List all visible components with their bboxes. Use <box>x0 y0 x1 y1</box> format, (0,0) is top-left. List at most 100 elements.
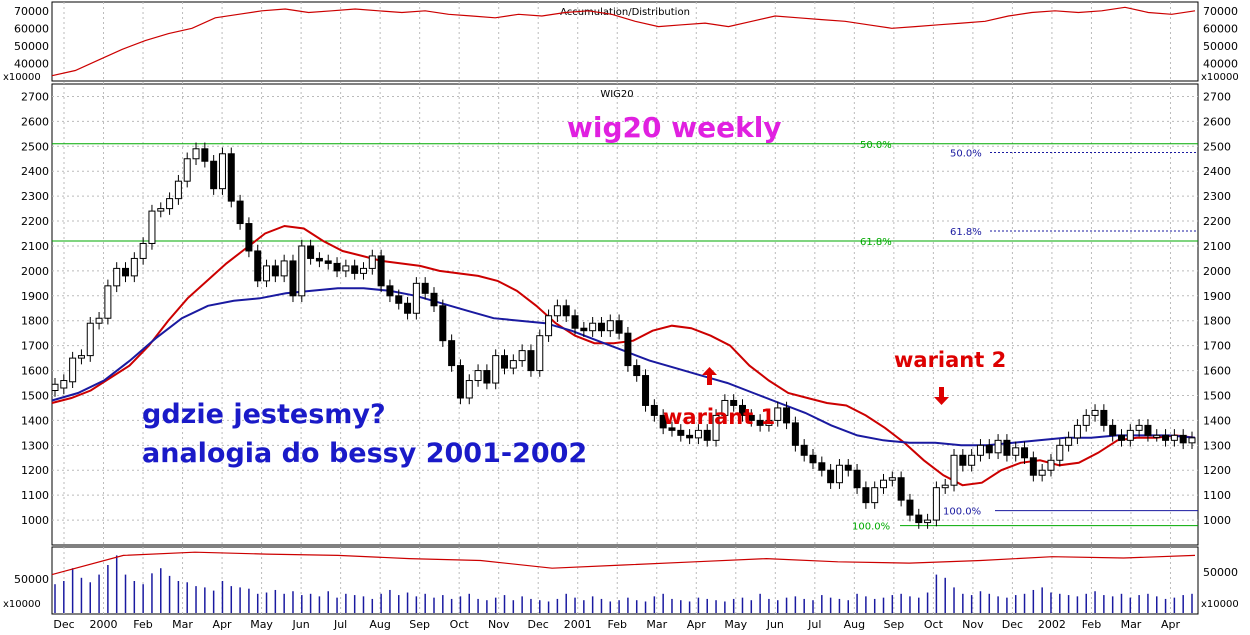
month-label: Jul <box>333 618 347 631</box>
month-label: 2001 <box>564 618 592 631</box>
month-label: 2000 <box>90 618 118 631</box>
candle-body <box>518 350 526 362</box>
variant-1-label: wariant 1 <box>663 405 775 429</box>
month-label: Aug <box>369 618 390 631</box>
candle-body <box>791 422 799 446</box>
candle-body <box>659 414 667 429</box>
candlesticks <box>51 142 1196 529</box>
month-label: Dec <box>1002 618 1023 631</box>
candle-body <box>174 180 182 200</box>
candle-body <box>844 464 852 471</box>
candle-body <box>139 242 147 259</box>
candle-body <box>915 514 923 524</box>
candle-body <box>342 265 350 272</box>
price-tick-left: 2200 <box>21 215 49 228</box>
volume-multiplier-right: x10000 <box>1201 599 1239 610</box>
accumulation-line <box>51 6 1196 77</box>
candle-body <box>113 267 121 287</box>
price-tick-right: 1800 <box>1203 315 1231 328</box>
month-label: Oct <box>450 618 470 631</box>
price-tick-right: 1100 <box>1203 489 1231 502</box>
candle-body <box>976 444 984 456</box>
candle-body <box>69 357 77 383</box>
month-label: May <box>724 618 747 631</box>
month-label: Oct <box>924 618 944 631</box>
candle-body <box>694 429 702 439</box>
candle-body <box>783 407 791 424</box>
volume-panel-frame <box>51 546 1199 615</box>
candle-body <box>747 414 755 421</box>
price-tick-left: 1800 <box>21 315 49 328</box>
candle-body <box>77 355 85 359</box>
price-tick-left: 1000 <box>21 514 49 527</box>
candle-body <box>1126 429 1134 441</box>
accumulation-multiplier-left: x10000 <box>3 72 41 83</box>
accumulation-tick-left: 40000 <box>14 57 49 70</box>
time-axis: Dec 2000 Feb Mar Apr May Jun Jul Aug Sep Oct Nov Dec… <box>53 618 1180 631</box>
level-label: 50.0% <box>950 149 982 160</box>
accumulation-tick-right: 60000 <box>1203 22 1238 35</box>
candle-body <box>862 487 870 504</box>
candle-body <box>501 355 509 369</box>
accumulation-axis: 40000 40000 50000 50000 60000 60000 70000 70000 <box>14 5 1238 71</box>
price-tick-right: 2300 <box>1203 190 1231 203</box>
price-tick-left: 2600 <box>21 115 49 128</box>
volume-average-line <box>51 551 1196 576</box>
month-label: Dec <box>528 618 549 631</box>
price-tick-left: 1300 <box>21 439 49 452</box>
price-tick-left: 1200 <box>21 464 49 477</box>
price-tick-left: 2000 <box>21 265 49 278</box>
candle-body <box>351 265 359 274</box>
candle-body <box>1179 434 1187 444</box>
candle-body <box>315 257 323 262</box>
candle-body <box>1170 434 1178 441</box>
candle-body <box>333 262 341 272</box>
candle-body <box>941 484 949 489</box>
candle-body <box>536 335 544 372</box>
price-tick-right: 2600 <box>1203 115 1231 128</box>
price-tick-right: 1400 <box>1203 414 1231 427</box>
price-tick-right: 2700 <box>1203 90 1231 103</box>
candle-body <box>148 210 156 244</box>
price-tick-right: 2000 <box>1203 265 1231 278</box>
candle-body <box>756 419 764 426</box>
candle-body <box>686 434 694 439</box>
candle-body <box>800 444 808 456</box>
candle-body <box>51 383 59 392</box>
candle-body <box>562 305 570 317</box>
headline-label: wig20 weekly <box>567 111 782 144</box>
candle-body <box>1038 469 1046 476</box>
moving-average-red <box>51 224 1196 487</box>
candle-body <box>483 370 491 384</box>
candle-body <box>553 305 561 317</box>
candle-body <box>254 250 262 282</box>
candle-body <box>1109 424 1117 436</box>
candle-body <box>888 477 896 481</box>
candle-body <box>289 260 297 297</box>
price-tick-right: 1700 <box>1203 340 1231 353</box>
month-label: Sep <box>883 618 904 631</box>
accumulation-tick-left: 60000 <box>14 22 49 35</box>
candle-body <box>368 255 376 269</box>
month-label: Dec <box>53 618 74 631</box>
variant-2-arrow <box>934 387 949 405</box>
volume-tick-left: 50000 <box>14 573 49 586</box>
candle-body <box>1091 409 1099 416</box>
candle-body <box>192 148 200 160</box>
price-tick-left: 2500 <box>21 140 49 153</box>
accumulation-multiplier-right: x10000 <box>1201 72 1239 83</box>
candle-body <box>994 439 1002 454</box>
price-tick-left: 2400 <box>21 165 49 178</box>
price-tick-left: 1900 <box>21 290 49 303</box>
price-axis: 1000 1000 1100 1100 1200 1200 1300 1300 1400 1400… <box>21 90 1231 527</box>
price-tick-right: 2100 <box>1203 240 1231 253</box>
question-label: gdzie jestesmy? <box>142 399 386 430</box>
candle-body <box>227 153 235 202</box>
accumulation-distribution-line <box>51 6 1196 77</box>
month-label: Aug <box>844 618 865 631</box>
month-label: Nov <box>488 618 510 631</box>
candle-body <box>1162 434 1170 441</box>
candle-body <box>650 404 658 416</box>
